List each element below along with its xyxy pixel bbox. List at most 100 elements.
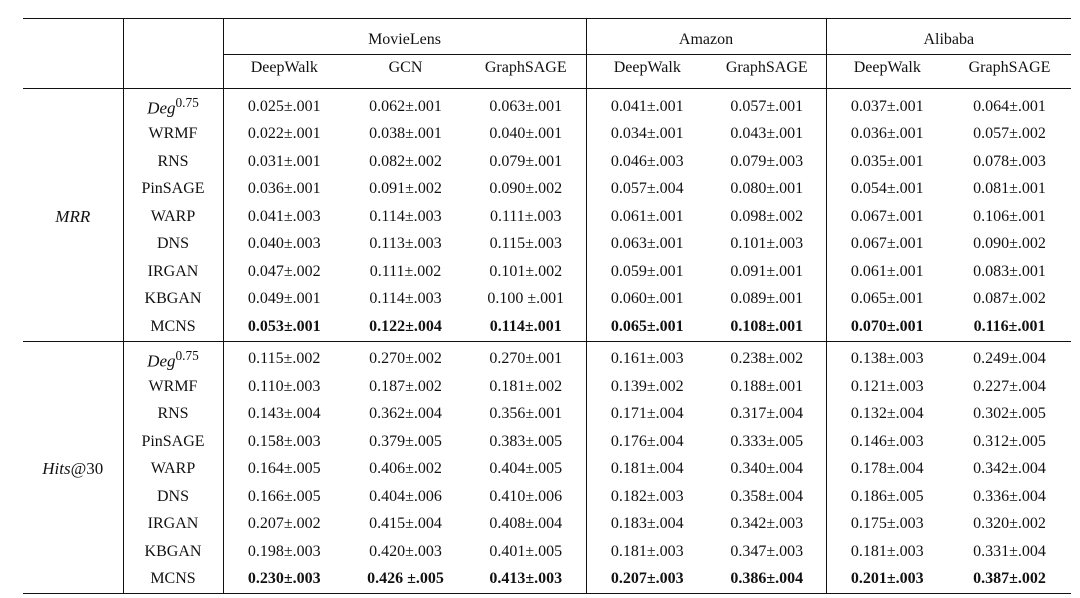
method-name: IRGAN [122,258,223,286]
header-model: GraphSAGE [725,58,808,76]
score-cell: 0.238±.002 [730,350,804,368]
score-cell: 0.181±.003 [825,538,949,566]
score-cell: 0.178±.004 [825,455,949,483]
method-name: IRGAN [122,510,223,538]
score-cell: 0.114±.001 [489,317,562,335]
score-cell: 0.036±.001 [222,175,345,203]
score-cell: 0.143±.004 [222,400,345,428]
score-cell: 0.116±.001 [973,317,1046,335]
table-row: RNS 0.031±.001 0.082±.002 0.079±.001 0.046±.… [23,148,1071,176]
score-cell: 0.053±.001 [222,313,345,341]
table-row: MRR Deg0.75 0.025±.001 0.062±.001 0.063±.001… [23,88,1072,226]
header-blank-metric-2 [23,55,123,89]
table-row: MCNS 0.230±.003 0.426 ±.005 0.413±.003 0.207… [23,565,1072,594]
score-cell: 0.387±.002 [973,570,1046,588]
score-cell: 0.379±.005 [369,432,442,450]
score-cell: 0.347±.003 [730,542,804,560]
score-cell: 0.114±.003 [369,290,442,308]
method-name: DNS [122,483,223,511]
table-row: DNS 0.166±.005 0.404±.006 0.410±.006 0.182±.… [23,483,1071,511]
score-cell: 0.270±.001 [489,350,563,368]
score-cell: 0.108±.001 [730,317,804,335]
method-name: WARP [122,455,223,483]
table-row: Hits@30 Deg0.75 0.115±.002 0.270±.002 0.270±… [23,341,1072,478]
score-cell: 0.312±.005 [973,432,1046,450]
table-header: MovieLens Amazon Alibaba DeepWalk GCN Gr… [23,18,1072,89]
score-cell: 0.358±.004 [730,487,804,505]
score-cell: 0.101±.002 [489,262,563,280]
score-cell: 0.183±.004 [585,510,708,538]
score-cell: 0.207±.003 [585,565,708,594]
score-cell: 0.022±.001 [222,120,345,148]
method-name: WARP [122,203,223,231]
results-table-container: MovieLens Amazon Alibaba DeepWalk GCN Gr… [23,18,1072,594]
score-cell: 0.139±.002 [585,373,708,401]
score-cell: 0.386±.004 [730,570,804,588]
score-cell: 0.207±.002 [222,510,345,538]
score-cell: 0.230±.003 [222,565,345,594]
score-cell: 0.362±.004 [369,405,442,423]
score-cell: 0.065±.001 [825,285,949,313]
header-model: DeepWalk [585,54,708,89]
table-row: WARP 0.041±.003 0.114±.003 0.111±.003 0.061±… [23,203,1071,231]
method-name: DNS [122,230,223,258]
score-cell: 0.320±.002 [973,515,1046,533]
score-cell: 0.061±.001 [825,258,949,286]
score-cell: 0.036±.001 [825,120,949,148]
table-row: RNS 0.143±.004 0.362±.004 0.356±.001 0.171±.… [23,400,1071,428]
score-cell: 0.079±.001 [489,152,563,170]
header-group-alibaba: Alibaba [825,18,1072,55]
score-cell: 0.161±.003 [585,341,708,373]
method-exponent: 0.75 [175,347,199,363]
score-cell: 0.046±.003 [585,148,708,176]
score-cell: 0.413±.003 [489,570,563,588]
score-cell: 0.175±.003 [825,510,949,538]
score-cell: 0.383±.005 [489,432,563,450]
header-group-movielens: MovieLens [222,18,586,55]
score-cell: 0.121±.003 [825,373,949,401]
metric-name: MRR [55,206,91,226]
header-model: GraphSAGE [484,58,567,76]
score-cell: 0.158±.003 [222,428,345,456]
score-cell: 0.062±.001 [369,97,442,115]
score-cell: 0.198±.003 [222,538,345,566]
score-cell: 0.181±.004 [585,455,708,483]
score-cell: 0.201±.003 [825,565,949,594]
score-cell: 0.146±.003 [825,428,949,456]
method-name-text: Deg [147,350,176,370]
method-name: RNS [122,148,223,176]
method-name: WRMF [122,120,223,148]
score-cell: 0.031±.001 [222,148,345,176]
score-cell: 0.091±.001 [730,262,804,280]
table-row: IRGAN 0.047±.002 0.111±.002 0.101±.002 0.059… [23,258,1071,286]
score-cell: 0.113±.003 [369,235,442,253]
score-cell: 0.098±.002 [730,207,804,225]
score-cell: 0.181±.002 [489,377,563,395]
method-name: MCNS [122,313,223,341]
method-name: RNS [122,400,223,428]
score-cell: 0.111±.003 [489,207,562,225]
score-cell: 0.401±.005 [489,542,563,560]
score-cell: 0.115±.003 [489,235,562,253]
method-name: MCNS [122,565,223,594]
score-cell: 0.356±.001 [489,405,563,423]
score-cell: 0.302±.005 [973,405,1046,423]
score-cell: 0.083±.001 [973,262,1046,280]
score-cell: 0.420±.003 [369,542,442,560]
header-blank-method [122,18,223,55]
score-cell: 0.065±.001 [585,313,708,341]
metric-name: Hits [42,459,71,479]
score-cell: 0.060±.001 [585,285,708,313]
score-cell: 0.138±.003 [825,341,949,373]
score-cell: 0.122±.004 [369,317,442,335]
score-cell: 0.064±.001 [973,97,1046,115]
header-model: DeepWalk [825,54,949,89]
score-cell: 0.331±.004 [973,542,1046,560]
score-cell: 0.100 ±.001 [487,290,565,308]
score-cell: 0.061±.001 [585,203,708,231]
score-cell: 0.340±.004 [730,460,804,478]
score-cell: 0.089±.001 [730,290,804,308]
table-body: MRR Deg0.75 0.025±.001 0.062±.001 0.063±.001… [23,88,1072,594]
header-model: GraphSAGE [968,58,1051,76]
method-name: PinSAGE [122,428,223,456]
